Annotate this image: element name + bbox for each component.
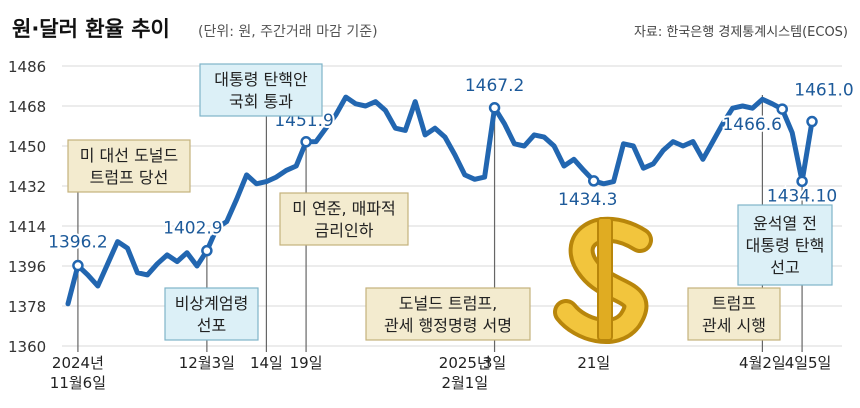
annotation-text: 비상계엄령 선포 xyxy=(175,294,249,335)
annotation-text: 도널드 트럼프, 관세 행정명령 서명 xyxy=(384,294,512,335)
point-marker xyxy=(72,259,84,272)
annotation-text: 트럼프 관세 시행 xyxy=(702,294,766,335)
value-label: 1467.2 xyxy=(465,76,524,96)
x-tick-label: 5일 xyxy=(808,354,831,372)
point-marker xyxy=(201,244,213,257)
annotation-text: 미 연준, 매파적 금리인하 xyxy=(292,199,396,240)
annotation-box xyxy=(67,139,191,193)
annotation-box xyxy=(279,192,409,246)
point-marker xyxy=(488,102,501,114)
annotation-text: 대통령 탄핵안 국회 통과 xyxy=(214,70,308,111)
annotation-box xyxy=(199,63,323,117)
x-tick-label: 14일 xyxy=(250,354,283,372)
annotation-box xyxy=(164,287,259,341)
point-marker xyxy=(776,103,788,115)
value-label: 1434.10 xyxy=(767,186,837,206)
x-tick-label: 4일 xyxy=(785,354,808,372)
value-label: 1466.6 xyxy=(722,115,781,135)
y-tick-label: 1414 xyxy=(8,218,46,236)
point-marker xyxy=(588,175,600,187)
x-tick-label: 2025년 2월1일 xyxy=(439,354,491,392)
series-line xyxy=(65,94,815,307)
y-tick-label: 1432 xyxy=(8,178,46,196)
x-tick-label: 2024년 11월6일 xyxy=(50,354,106,392)
annotation-text: 윤석열 전 대통령 탄핵 선고 xyxy=(746,214,825,277)
dollar-icon xyxy=(553,216,653,344)
value-label: 1396.2 xyxy=(48,233,107,253)
chart-title: 원·달러 환율 추이 xyxy=(12,17,170,41)
value-label: 1434.3 xyxy=(558,190,617,210)
x-tick-label: 3일 xyxy=(483,354,506,372)
annotation-text: 미 대선 도널드 트럼프 당선 xyxy=(80,146,179,187)
value-label: 1402.9 xyxy=(163,219,222,239)
x-tick-label: 12월3일 xyxy=(179,354,235,372)
annotation-box xyxy=(737,204,833,286)
annotation-box xyxy=(365,287,531,341)
y-tick-label: 1468 xyxy=(8,98,46,116)
point-marker xyxy=(806,115,818,128)
point-marker xyxy=(300,136,312,148)
x-tick-label: 21일 xyxy=(577,354,610,372)
source: 자료: 한국은행 경제통계시스템(ECOS) xyxy=(634,24,848,40)
chart-subtitle: (단위: 원, 주간거래 마감 기준) xyxy=(198,24,378,40)
y-tick-label: 1378 xyxy=(8,298,46,316)
value-label: 1461.0 xyxy=(794,81,853,101)
x-tick-label: 19일 xyxy=(290,354,323,372)
point-marker xyxy=(796,175,808,188)
y-tick-label: 1396 xyxy=(8,258,46,276)
x-tick-label: 4월2일 xyxy=(739,354,786,372)
y-tick-label: 1360 xyxy=(8,338,46,356)
y-tick-label: 1486 xyxy=(8,58,46,76)
annotation-box xyxy=(687,287,781,341)
y-tick-label: 1450 xyxy=(8,138,46,156)
